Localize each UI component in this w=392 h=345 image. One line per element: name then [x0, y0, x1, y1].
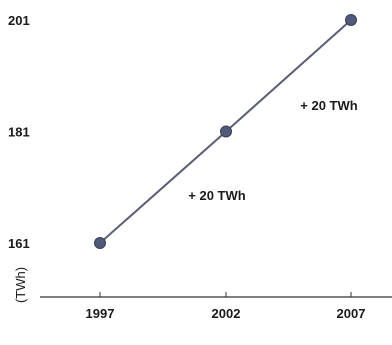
y-tick-label: 201	[8, 13, 30, 28]
x-tick-label: 2002	[212, 306, 241, 321]
annotations: + 20 TWh + 20 TWh	[188, 98, 357, 203]
data-points	[94, 14, 357, 249]
x-tick-label: 2007	[337, 306, 366, 321]
y-tick-label: 161	[8, 236, 30, 251]
data-point	[345, 14, 357, 26]
y-axis-tick-labels: 161 181 201	[8, 13, 30, 251]
data-point	[94, 237, 106, 249]
x-axis-tick-labels: 1997 2002 2007	[86, 292, 366, 321]
data-point	[220, 125, 232, 138]
annotation-label: + 20 TWh	[300, 98, 357, 113]
y-axis-label: (TWh)	[13, 267, 28, 303]
annotation-label: + 20 TWh	[188, 188, 245, 203]
x-tick-label: 1997	[86, 306, 115, 321]
y-tick-label: 181	[8, 125, 30, 140]
